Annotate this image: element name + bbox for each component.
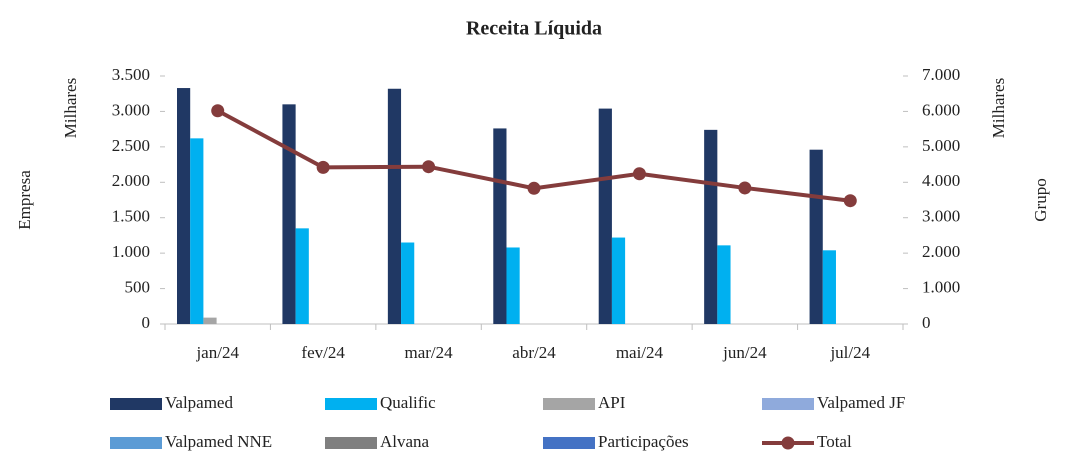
legend-label: Valpamed	[165, 393, 233, 412]
y2-tick-label: 1.000	[922, 277, 960, 296]
legend-label: Valpamed NNE	[165, 432, 272, 451]
bar	[387, 88, 402, 324]
bar	[282, 104, 296, 324]
bar	[295, 228, 309, 324]
x-tick-label: abr/24	[512, 343, 556, 362]
legend-swatch	[762, 398, 814, 410]
legend-label: Participações	[598, 432, 689, 451]
y-tick-label: 1.500	[112, 207, 150, 226]
y2-axis-label: Grupo	[1031, 178, 1050, 221]
bar	[203, 317, 217, 324]
y-tick-label: 1.000	[112, 242, 150, 261]
legend-swatch	[543, 437, 595, 449]
chart-title: Receita Líquida	[466, 18, 602, 40]
line-marker	[527, 181, 541, 195]
y-tick-label: 2.500	[112, 136, 150, 155]
legend-swatch	[110, 437, 162, 449]
y-tick-label: 2.000	[112, 171, 150, 190]
x-tick-label: mar/24	[404, 343, 453, 362]
line-marker	[316, 160, 330, 174]
y-tick-label: 3.000	[112, 100, 150, 119]
legend-swatch	[543, 398, 595, 410]
legend-swatch	[325, 437, 377, 449]
line-marker	[738, 181, 752, 195]
y2-tick-label: 0	[922, 313, 931, 332]
legend-swatch	[110, 398, 162, 410]
line-marker	[843, 194, 857, 208]
bar	[506, 247, 520, 324]
legend-label: Valpamed JF	[817, 393, 905, 412]
x-tick-label: fev/24	[301, 343, 345, 362]
legend-marker	[781, 436, 795, 450]
y2-tick-label: 6.000	[922, 100, 960, 119]
bar	[598, 108, 612, 324]
bar	[809, 149, 823, 324]
x-tick-label: jan/24	[195, 343, 239, 362]
y-tick-label: 3.500	[112, 65, 150, 84]
y2-tick-label: 2.000	[922, 242, 960, 261]
y2-tick-label: 7.000	[922, 65, 960, 84]
legend-label: Alvana	[380, 432, 430, 451]
bar	[190, 138, 204, 324]
y-axis-label: Empresa	[15, 170, 34, 230]
bar	[704, 129, 718, 324]
y2-tick-label: 4.000	[922, 171, 960, 190]
x-tick-label: mai/24	[616, 343, 664, 362]
y-tick-label: 0	[142, 313, 151, 332]
line-marker	[422, 160, 436, 174]
y-tick-label: 500	[125, 277, 151, 296]
line-marker	[632, 167, 646, 181]
legend-label: Total	[817, 432, 852, 451]
bar	[717, 245, 731, 324]
bar	[611, 237, 626, 324]
bar	[401, 242, 415, 324]
x-tick-label: jul/24	[829, 343, 870, 362]
legend-label: Qualific	[380, 393, 436, 412]
y2-axis-unit: Milhares	[989, 78, 1008, 138]
bar	[177, 88, 191, 324]
bar	[493, 128, 507, 324]
line-marker	[211, 104, 225, 118]
y2-tick-label: 3.000	[922, 207, 960, 226]
x-tick-label: jun/24	[722, 343, 767, 362]
bar	[822, 250, 836, 324]
y2-tick-label: 5.000	[922, 136, 960, 155]
y-axis-unit: Milhares	[61, 78, 80, 138]
legend-swatch	[325, 398, 377, 410]
legend-label: API	[598, 393, 626, 412]
